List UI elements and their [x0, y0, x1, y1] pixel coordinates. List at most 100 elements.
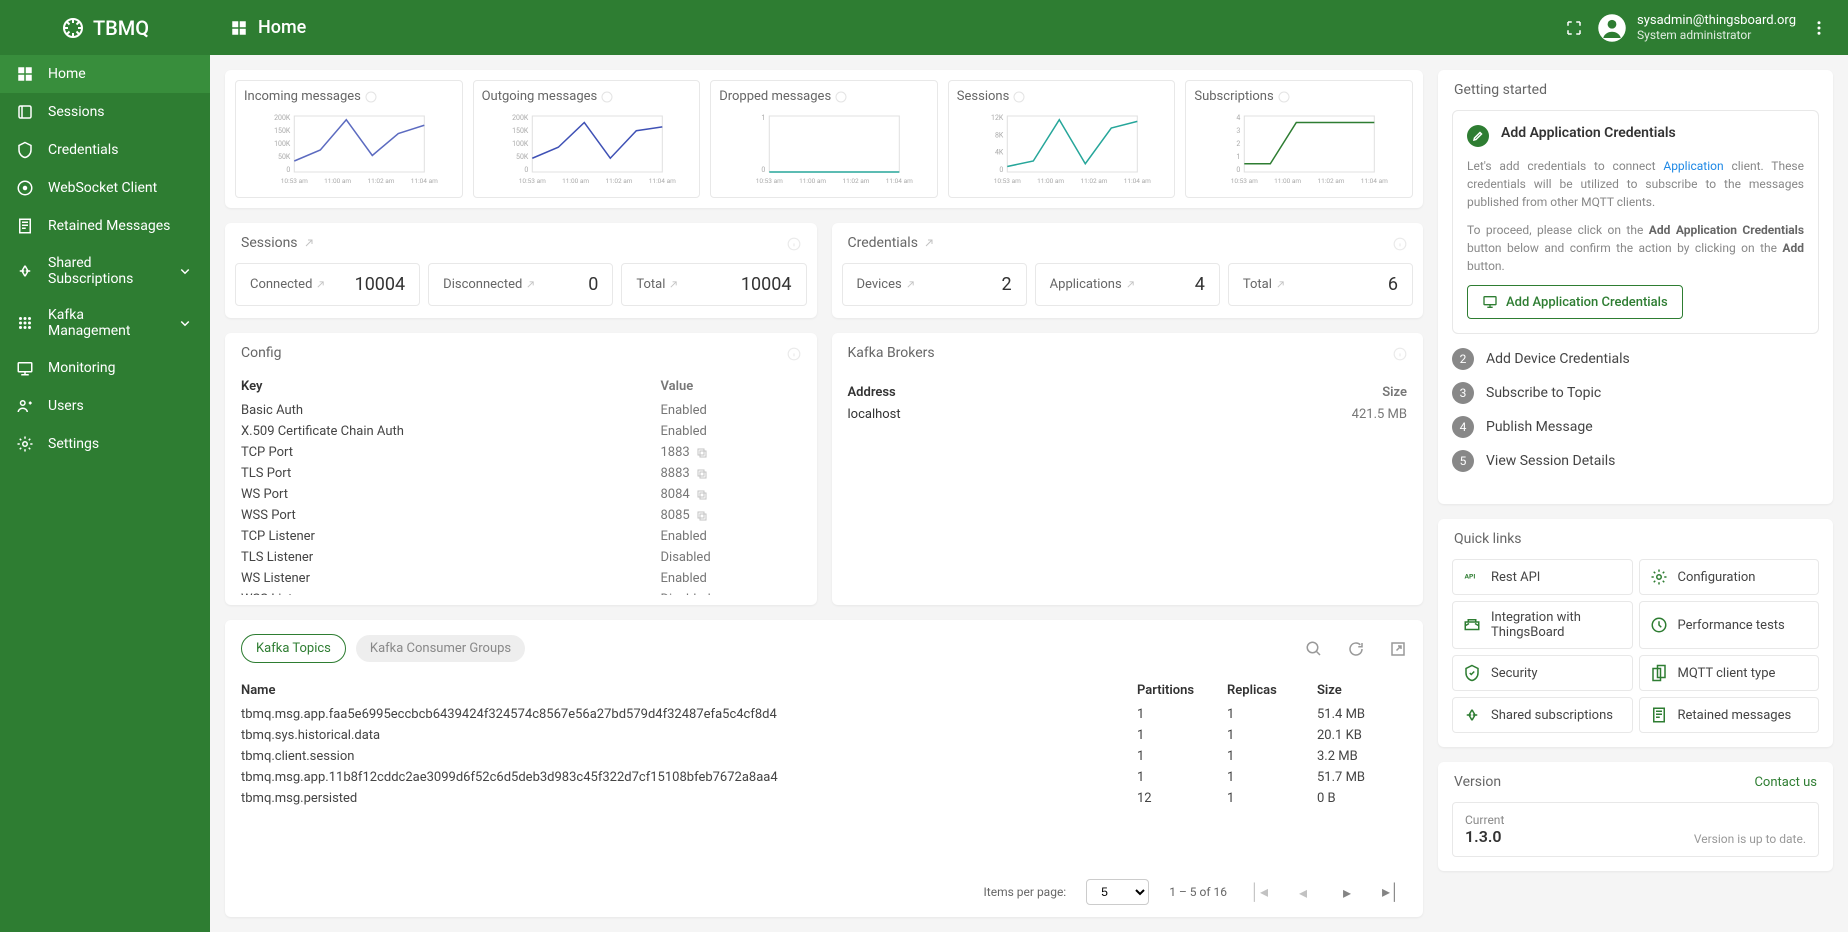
nav-icon: [16, 217, 34, 235]
quick-link-mqtt-client-type[interactable]: MQTT client type: [1639, 655, 1820, 691]
next-page-button[interactable]: ▸: [1335, 883, 1359, 902]
chart-incoming-messages: Incoming messages 200K150K100K50K010:53 …: [235, 80, 463, 198]
nav-item-monitoring[interactable]: Monitoring: [0, 349, 210, 387]
stat-applications[interactable]: Applications4: [1035, 263, 1220, 306]
page-size-select[interactable]: 5: [1086, 879, 1149, 905]
svg-text:0: 0: [286, 166, 290, 174]
prev-page-button[interactable]: ◂: [1291, 883, 1315, 902]
fullscreen-icon[interactable]: [1565, 19, 1583, 37]
first-page-button[interactable]: │◂: [1247, 882, 1271, 902]
nav-item-home[interactable]: Home: [0, 55, 210, 93]
application-link[interactable]: Application: [1663, 159, 1723, 173]
quick-link-configuration[interactable]: Configuration: [1639, 559, 1820, 595]
topic-row[interactable]: tbmq.msg.persisted1210 B: [241, 788, 1407, 809]
topic-row[interactable]: tbmq.client.session113.2 MB: [241, 746, 1407, 767]
info-icon[interactable]: [1013, 91, 1025, 103]
svg-text:100K: 100K: [512, 140, 529, 148]
quick-link-integration-with-thingsboard[interactable]: Integration with ThingsBoard: [1452, 601, 1633, 649]
svg-text:0: 0: [1237, 166, 1241, 174]
quick-link-performance-tests[interactable]: Performance tests: [1639, 601, 1820, 649]
nav-icon: [16, 314, 34, 332]
svg-text:150K: 150K: [274, 127, 291, 135]
nav-item-retained-messages[interactable]: Retained Messages: [0, 207, 210, 245]
search-icon[interactable]: [1305, 640, 1323, 658]
quick-link-security[interactable]: Security: [1452, 655, 1633, 691]
nav-icon: [16, 179, 34, 197]
nav-item-shared-subscriptions[interactable]: Shared Subscriptions: [0, 245, 210, 297]
user-email: sysadmin@thingsboard.org: [1637, 13, 1796, 29]
svg-text:11:02 am: 11:02 am: [1318, 177, 1345, 185]
svg-text:3: 3: [1237, 127, 1241, 135]
quick-link-rest-api[interactable]: APIRest API: [1452, 559, 1633, 595]
svg-text:12K: 12K: [991, 114, 1004, 122]
paginator: Items per page: 5 1 – 5 of 16 │◂ ◂ ▸ ▸│: [225, 867, 1423, 917]
svg-text:11:00 am: 11:00 am: [562, 177, 589, 185]
copy-icon[interactable]: [696, 447, 708, 459]
step-1-badge: [1467, 125, 1489, 147]
version-card: Version Contact us Current 1.3.0 Version…: [1438, 762, 1833, 871]
copy-icon[interactable]: [696, 468, 708, 480]
info-icon[interactable]: [835, 91, 847, 103]
svg-text:8K: 8K: [995, 131, 1004, 139]
info-icon[interactable]: [787, 237, 801, 251]
arrow-icon: [669, 280, 678, 289]
stat-connected[interactable]: Connected10004: [235, 263, 420, 306]
gs-step-3[interactable]: 3Subscribe to Topic: [1452, 382, 1819, 404]
nav-item-settings[interactable]: Settings: [0, 425, 210, 463]
open-icon[interactable]: [1389, 640, 1407, 658]
gs-step-5[interactable]: 5View Session Details: [1452, 450, 1819, 472]
info-icon[interactable]: [787, 347, 801, 361]
refresh-icon[interactable]: [1347, 640, 1365, 658]
svg-text:11:02 am: 11:02 am: [1080, 177, 1107, 185]
tab-kafka-topics[interactable]: Kafka Topics: [241, 634, 346, 663]
stat-disconnected[interactable]: Disconnected0: [428, 263, 613, 306]
nav-item-websocket-client[interactable]: WebSocket Client: [0, 169, 210, 207]
svg-text:11:00 am: 11:00 am: [1274, 177, 1301, 185]
config-card: Config Key Value Basic AuthEnabledX.509 …: [225, 333, 817, 605]
config-row: TLS ListenerDisabled: [241, 547, 801, 568]
svg-text:11:02 am: 11:02 am: [843, 177, 870, 185]
pencil-icon: [1472, 130, 1484, 142]
chart-outgoing-messages: Outgoing messages 200K150K100K50K010:53 …: [473, 80, 701, 198]
quick-link-retained-messages[interactable]: Retained messages: [1639, 697, 1820, 733]
nav-item-credentials[interactable]: Credentials: [0, 131, 210, 169]
add-credentials-button[interactable]: Add Application Credentials: [1467, 285, 1683, 319]
topic-row[interactable]: tbmq.msg.app.faa5e6995eccbcb6439424f3245…: [241, 704, 1407, 725]
quick-link-shared-subscriptions[interactable]: Shared subscriptions: [1452, 697, 1633, 733]
chevron-down-icon: [176, 262, 194, 280]
charts-row: Incoming messages 200K150K100K50K010:53 …: [225, 70, 1423, 208]
info-icon[interactable]: [1278, 91, 1290, 103]
arrow-icon: [906, 280, 915, 289]
last-page-button[interactable]: ▸│: [1379, 882, 1403, 902]
tab-consumer-groups[interactable]: Kafka Consumer Groups: [356, 635, 525, 662]
quick-link-icon: [1650, 616, 1668, 634]
stat-total[interactable]: Total6: [1228, 263, 1413, 306]
config-key-header: Key: [241, 379, 661, 394]
broker-addr-header: Address: [848, 385, 1308, 400]
svg-text:50K: 50K: [516, 153, 529, 161]
topics-card: Kafka Topics Kafka Consumer Groups Name …: [225, 620, 1423, 917]
gs-step-4[interactable]: 4Publish Message: [1452, 416, 1819, 438]
info-icon[interactable]: [1393, 237, 1407, 251]
contact-us-link[interactable]: Contact us: [1754, 775, 1817, 790]
broker-row: localhost421.5 MB: [848, 404, 1408, 425]
info-icon[interactable]: [365, 91, 377, 103]
gs-step-2[interactable]: 2Add Device Credentials: [1452, 348, 1819, 370]
nav-icon: [16, 103, 34, 121]
copy-icon[interactable]: [696, 510, 708, 522]
nav-item-kafka-management[interactable]: Kafka Management: [0, 297, 210, 349]
stat-total[interactable]: Total10004: [621, 263, 806, 306]
nav-item-users[interactable]: Users: [0, 387, 210, 425]
info-icon[interactable]: [1393, 347, 1407, 361]
more-icon[interactable]: [1810, 19, 1828, 37]
page-range: 1 – 5 of 16: [1169, 885, 1227, 899]
user-menu[interactable]: sysadmin@thingsboard.org System administ…: [1597, 13, 1796, 43]
topic-row[interactable]: tbmq.sys.historical.data1120.1 KB: [241, 725, 1407, 746]
nav-item-sessions[interactable]: Sessions: [0, 93, 210, 131]
config-row: Basic AuthEnabled: [241, 400, 801, 421]
stat-devices[interactable]: Devices2: [842, 263, 1027, 306]
copy-icon[interactable]: [696, 489, 708, 501]
topic-row[interactable]: tbmq.msg.app.11b8f12cddc2ae3099d6f52c6d5…: [241, 767, 1407, 788]
version-status: Version is up to date.: [1694, 832, 1806, 846]
info-icon[interactable]: [601, 91, 613, 103]
